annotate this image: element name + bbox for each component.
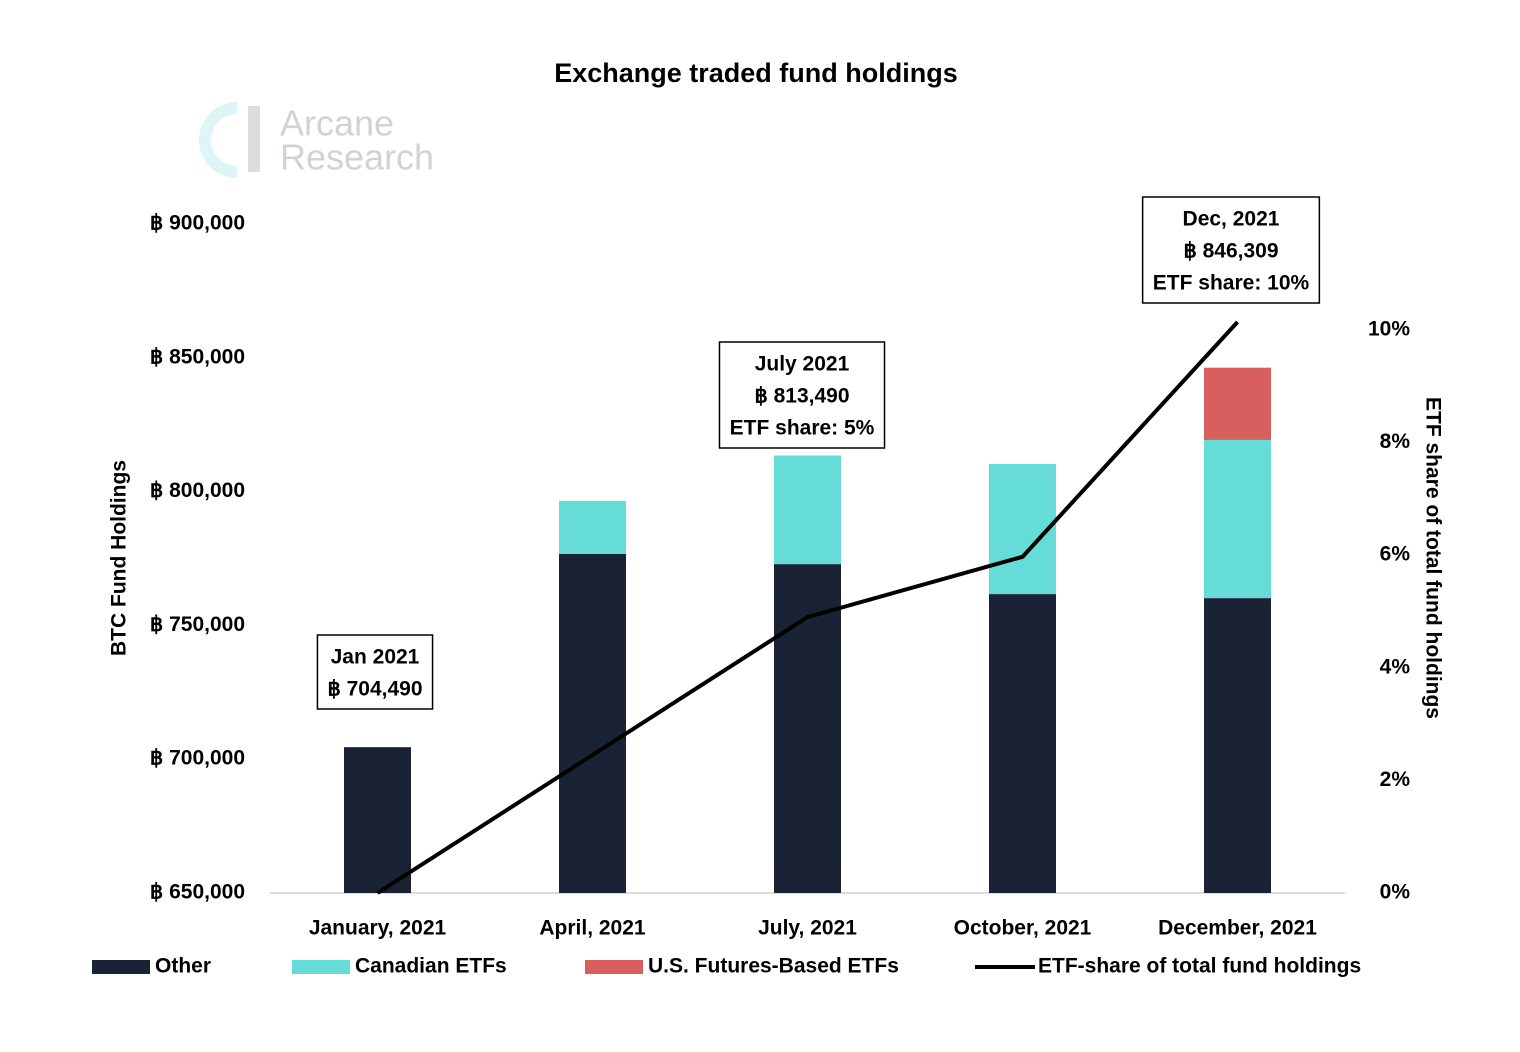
y2-tick-label: 8%	[1380, 430, 1411, 453]
watermark-logo	[248, 106, 260, 172]
annotation: Dec, 2021 ฿ 846,309 ETF share: 10%	[1141, 196, 1321, 304]
y-tick-label: ฿ 850,000	[150, 345, 245, 368]
bar	[989, 464, 1056, 595]
annotation-text: ETF share: 5%	[730, 417, 875, 440]
watermark-text: Arcane	[280, 103, 394, 144]
annotation-text: July 2021	[755, 353, 850, 376]
legend-label: Canadian ETFs	[355, 955, 507, 978]
x-tick-label: October, 2021	[954, 917, 1092, 940]
legend-swatch	[585, 960, 643, 974]
y2-axis-title: ETF share of total fund holdings	[1421, 397, 1444, 719]
annotation-box	[316, 634, 434, 710]
annotation-box	[718, 341, 886, 449]
x-tick-label: April, 2021	[539, 917, 646, 940]
y-axis-title: BTC Fund Holdings	[108, 460, 131, 656]
bar	[1204, 439, 1271, 599]
bar	[774, 455, 841, 565]
y2-tick-label: 10%	[1368, 317, 1410, 340]
y2-tick-label: 0%	[1380, 881, 1411, 904]
y2-tick-label: 6%	[1380, 543, 1411, 566]
y-tick-label: ฿ 700,000	[150, 747, 245, 770]
watermark-text: Research	[280, 137, 434, 178]
annotation: July 2021 ฿ 813,490 ETF share: 5%	[718, 341, 886, 449]
y-tick-label: ฿ 750,000	[150, 613, 245, 636]
watermark-logo	[199, 102, 238, 178]
annotation-text: Dec, 2021	[1183, 208, 1280, 231]
annotation-text: ฿ 704,490	[327, 678, 422, 701]
annotation-text: ฿ 813,490	[754, 385, 849, 408]
line	[376, 320, 1239, 895]
bar	[774, 564, 841, 893]
legend-label: U.S. Futures-Based ETFs	[648, 955, 899, 978]
annotation-text: ฿ 846,309	[1183, 240, 1278, 263]
watermark: Arcane Research	[199, 102, 434, 178]
y-tick-label: ฿ 800,000	[150, 479, 245, 502]
annotation-text: Jan 2021	[331, 646, 420, 669]
annotation-text: ETF share: 10%	[1153, 272, 1310, 295]
bar	[989, 594, 1056, 893]
bar	[1204, 598, 1271, 893]
bar	[559, 553, 626, 893]
bar	[344, 747, 411, 893]
legend-swatch	[92, 960, 150, 974]
legend-label: Other	[155, 955, 211, 978]
annotation: Jan 2021 ฿ 704,490	[316, 634, 434, 710]
y2-tick-label: 2%	[1380, 768, 1411, 791]
annotation-box	[1141, 196, 1321, 304]
y2-tick-label: 4%	[1380, 655, 1411, 678]
legend-label: ETF-share of total fund holdings	[1038, 955, 1361, 978]
y-tick-label: ฿ 900,000	[150, 212, 245, 235]
bar	[559, 500, 626, 554]
y-tick-label: ฿ 650,000	[150, 881, 245, 904]
x-tick-label: July, 2021	[758, 917, 857, 940]
chart-title: Exchange traded fund holdings	[554, 58, 958, 88]
x-tick-label: January, 2021	[309, 917, 447, 940]
bar	[1204, 367, 1271, 440]
legend-swatch	[292, 960, 350, 974]
x-tick-label: December, 2021	[1158, 917, 1317, 940]
